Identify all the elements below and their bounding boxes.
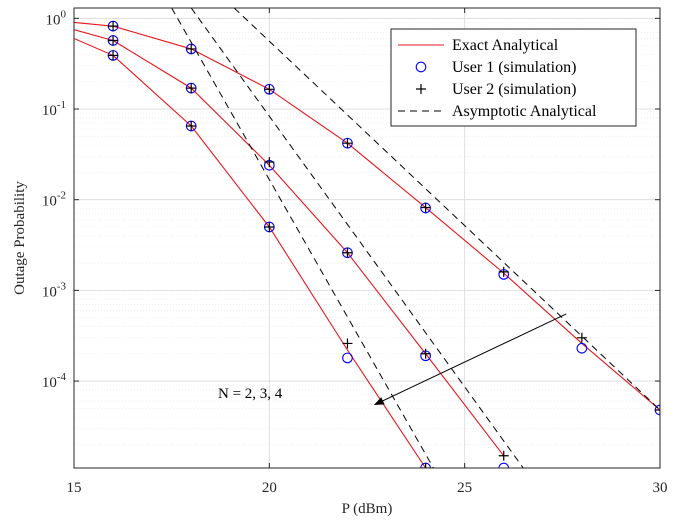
user2-point [342, 247, 353, 258]
user2-point [576, 332, 587, 343]
y-axis-title: Outage Probability [12, 181, 28, 295]
asymptotic-line-n-3 [190, 8, 524, 468]
y-tick-label: 10-3 [42, 280, 67, 300]
annotation: N = 2, 3, 4 [218, 313, 567, 406]
legend-swatch-user1 [415, 61, 427, 73]
user1-point [498, 462, 510, 468]
user2-point [186, 43, 197, 54]
plot-frame [73, 7, 661, 469]
x-tick-label: 20 [262, 480, 277, 496]
series-layer [74, 8, 660, 468]
user2-point [655, 404, 660, 415]
user2-point [186, 120, 197, 131]
x-tick-label: 15 [67, 480, 82, 496]
asymptotic-line-n-2 [233, 8, 660, 411]
user2-point [420, 463, 431, 468]
annotation-arrow [373, 313, 567, 406]
y-tick-label: 10-1 [42, 99, 66, 119]
legend-swatch-user2 [416, 84, 426, 94]
user2-point [342, 138, 353, 149]
legend-label: User 1 (simulation) [452, 59, 576, 76]
user2-point [342, 338, 353, 349]
user2-point [264, 222, 275, 232]
y-tick-label: 100 [46, 8, 67, 28]
user2-point [264, 157, 275, 168]
user1-point [576, 342, 588, 354]
user2-point [108, 50, 119, 61]
x-tick-label: 25 [457, 480, 472, 496]
user2-point [108, 21, 119, 32]
y-tick-label: 10-4 [42, 371, 67, 391]
legend-label: Asymptotic Analytical [452, 103, 597, 120]
legend-label: Exact Analytical [452, 37, 559, 54]
annotation-text: N = 2, 3, 4 [218, 386, 283, 402]
tick-labels: 15 20 25 30 100 10-1 10-2 10-3 10-4 [42, 8, 668, 496]
user1-point [342, 352, 353, 364]
asymptotic-line-n-4 [171, 8, 434, 468]
user2-point [498, 450, 509, 461]
legend-label: User 2 (simulation) [452, 81, 576, 98]
x-axis-title: P (dBm) [342, 501, 393, 517]
user2-point [498, 266, 509, 277]
user2-point [108, 35, 119, 46]
x-tick-label: 30 [653, 480, 668, 496]
legend: Exact Analytical User 1 (simulation) User … [390, 28, 637, 127]
exact-analytical-line-n-4 [74, 37, 427, 468]
axis-ticks [73, 8, 661, 468]
user2-point [186, 83, 197, 94]
user2-point [264, 84, 275, 95]
y-tick-label: 10-2 [42, 190, 66, 210]
user2-point [420, 348, 431, 359]
user2-point [420, 202, 431, 213]
